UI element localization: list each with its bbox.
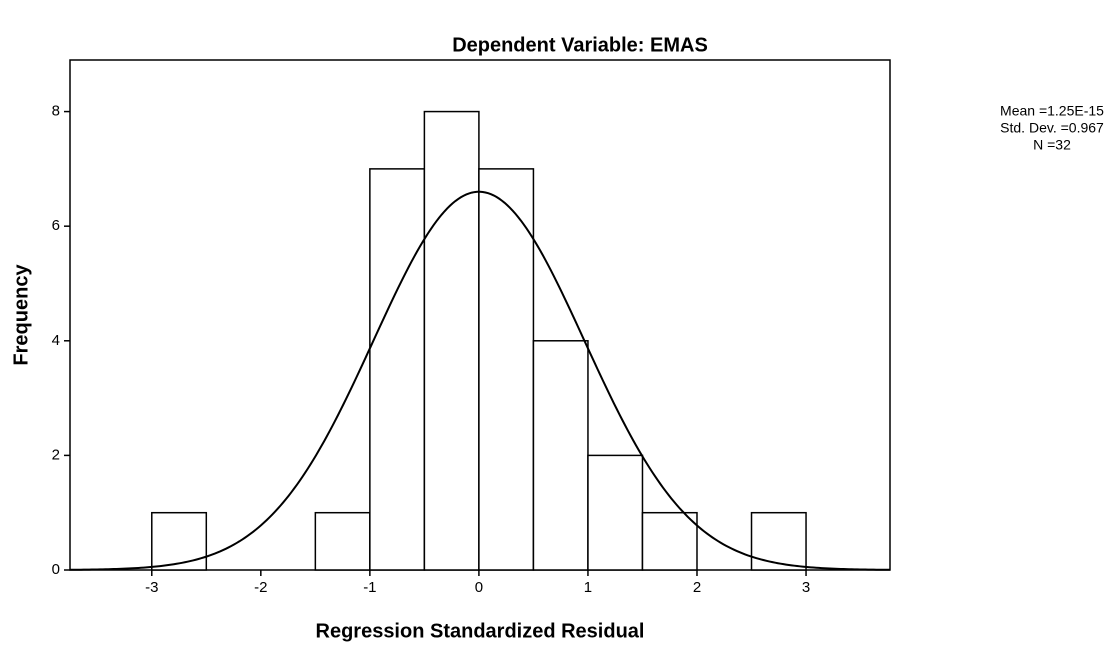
x-tick-label: 3 [802,579,810,596]
bar [423,110,480,571]
x-tick-label: 0 [475,579,483,596]
chart-title: Dependent Variable: EMAS [452,34,708,56]
bar [750,511,807,571]
stat-label: Std. Dev. =0.967 [1000,120,1104,136]
y-tick-label: 8 [52,103,60,120]
y-tick-label: 0 [52,561,60,578]
bar [532,340,589,571]
bar [369,168,426,571]
stat-label: N =32 [1033,137,1071,153]
x-tick-label: -3 [145,579,158,596]
bar [478,168,535,571]
x-tick-label: 1 [584,579,592,596]
normal-curve [69,190,891,571]
x-tick-label: -2 [254,579,267,596]
x-tick-label: 2 [693,579,701,596]
y-tick-label: 6 [52,217,60,234]
x-axis-label: Regression Standardized Residual [316,620,645,642]
x-tick-label: -1 [363,579,376,596]
y-tick-label: 2 [52,446,60,463]
bar [151,511,208,571]
bar [641,511,698,571]
y-axis-label: Frequency [10,264,32,366]
bar [587,454,644,571]
bar [314,511,371,571]
stat-label: Mean =1.25E-15 [1000,103,1104,119]
y-tick-label: 4 [52,332,60,349]
